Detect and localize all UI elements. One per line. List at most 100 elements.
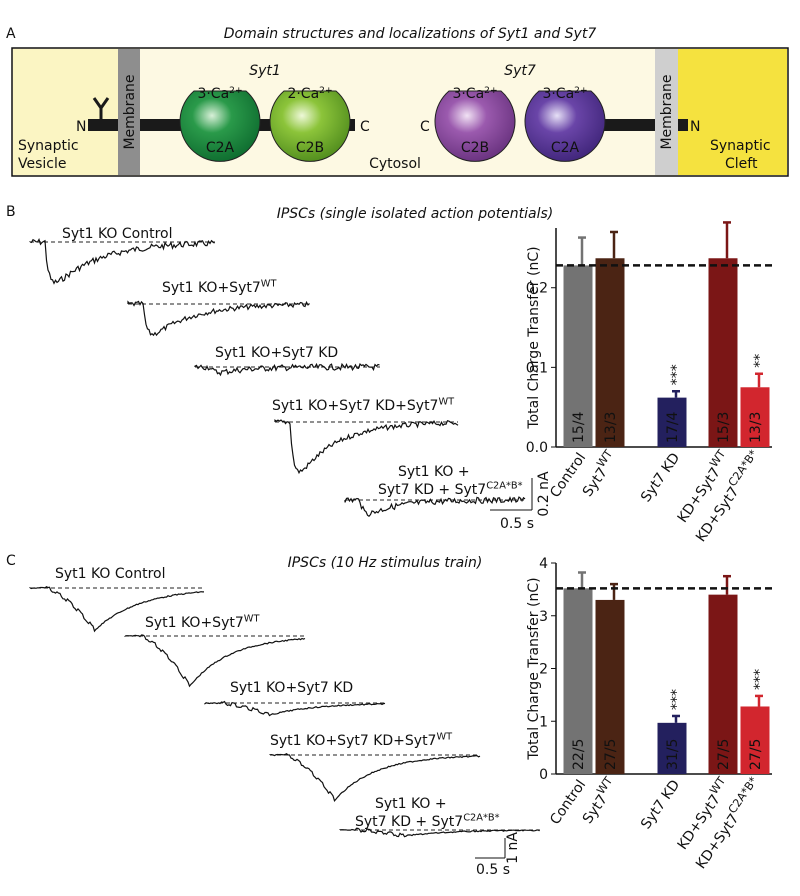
bar [657,397,687,447]
bar [708,258,738,447]
bar [657,722,687,774]
superscript: WT [261,278,278,289]
trace [194,362,380,377]
spacer: ​ [731,784,732,785]
domain-label: C2B [296,140,324,156]
compartment: Synaptic [710,138,771,154]
spacer: ​ [731,457,732,458]
trace [204,700,386,717]
y-tick-label: 3 [539,609,548,625]
significance: *** [669,689,685,710]
bar [708,594,738,774]
trace [274,419,459,475]
bar-label: 17/4 [665,411,681,443]
trace-label: Syt1 KO Control [62,226,173,242]
bar [563,265,593,447]
glyco-y [92,97,110,119]
terminus: C [360,119,370,135]
trace [124,634,306,688]
trace-label: Syt1 KO Control [55,566,166,582]
domain-label: C2B [461,140,489,156]
text-run: 3·Ca [542,86,574,102]
y-tick-label: 0.0 [526,440,548,456]
trace-label: Syt7 KD + Syt7C2A*B*​ [378,480,523,498]
y-tick-label: 0.2 [526,281,548,297]
text-run: Syt1 KO+Syt7 [162,280,261,296]
panel-letter: A [6,26,16,42]
text-run: Syt7 KD + Syt7 [355,814,463,830]
y-tick-label: 2 [539,662,548,678]
superscript: C2A*B* [463,812,499,823]
membrane-label: Membrane [659,74,675,149]
text-run: Syt7 [580,465,611,500]
protein-name: Syt1 [249,63,281,79]
protein-name: Syt7 [504,63,536,79]
y-tick-label: 4 [539,556,548,572]
y-tick-label: 1 [539,714,548,730]
y-axis-label: Total Charge Transfer (nC) [526,577,542,760]
trace [29,585,204,633]
text-run: Syt1 KO+Syt7 KD+Syt7 [270,733,436,749]
text-run: Syt1 KO + [398,464,470,480]
ca-label: 3·Ca2+​ [542,86,587,102]
bar-label: 13/3 [748,412,764,443]
bar [595,599,625,774]
compartment: Vesicle [18,156,67,172]
y-tick-label: 0 [539,767,548,783]
trace-label: Syt1 KO+Syt7 KD+Syt7WT​ [272,396,455,414]
spacer: ​ [763,457,764,458]
bar-label: 22/5 [571,739,587,770]
terminus: N [76,119,86,135]
c2-domain [434,90,516,162]
scale-bar [490,478,533,511]
y-axis-label: Total Charge Transfer (nC) [526,246,542,429]
superscript: WT [436,731,453,742]
text-run: Syt7 KD [638,777,683,832]
significance: *** [669,364,685,385]
panel-letter: C [6,553,16,569]
domain-label: C2A [551,140,580,156]
superscript: WT [244,613,261,624]
ca-label: 2·Ca2+​ [287,86,332,102]
charts: Total Charge Transfer (nC) 0.0 0.1 0.2 15/4 C… [526,221,776,872]
trace-label: Syt1 KO + [398,464,470,480]
scale-label: 0.2 nA [536,471,552,517]
compartment: Cytosol [369,156,421,172]
bar-label: 15/4 [571,411,587,443]
trace [269,752,481,803]
text-run: Syt7 KD [638,450,683,505]
membrane-label: Membrane [122,74,138,149]
text-run: Syt1 KO+Syt7 [145,615,244,631]
spacer: ​ [618,784,619,785]
ca-label: 3·Ca2+​ [452,86,497,102]
bar-label: 27/5 [603,739,619,770]
c2-domain [179,90,261,162]
text-run: Syt1 KO Control [62,226,173,242]
compartment: Cleft [725,156,758,172]
ca-label: 3·Ca2+​ [197,86,242,102]
bar [563,588,593,774]
panel-title: IPSCs (10 Hz stimulus train) [288,555,483,571]
trace-label: Syt1 KO+Syt7WT​ [162,278,277,296]
superscript: 2+ [319,86,332,96]
superscript: C2A*B* [486,480,522,491]
superscript: C2A*B* [726,447,761,489]
text-run: Syt1 KO+Syt7 KD [215,345,338,361]
trace-label: Syt7 KD + Syt7C2A*B*​ [355,812,500,830]
superscript: 2+ [229,86,242,96]
scale-label: 0.5 s [476,862,510,878]
panel-title: Domain structures and localizations of S… [224,26,597,42]
bar-label: 27/5 [748,739,764,770]
trace [344,496,526,517]
trace-label: Syt1 KO+Syt7 KD [215,345,338,361]
bar [740,706,770,774]
panel-letter: B [6,204,16,220]
text-run: 3·Ca [197,86,229,102]
bar [595,258,625,447]
trace-label: Syt1 KO + [375,796,447,812]
x-tick-label: Syt7 KD [638,450,683,505]
bar-label: 15/3 [716,412,732,443]
trace [29,238,215,285]
text-run: Syt1 KO+Syt7 KD+Syt7 [272,398,438,414]
